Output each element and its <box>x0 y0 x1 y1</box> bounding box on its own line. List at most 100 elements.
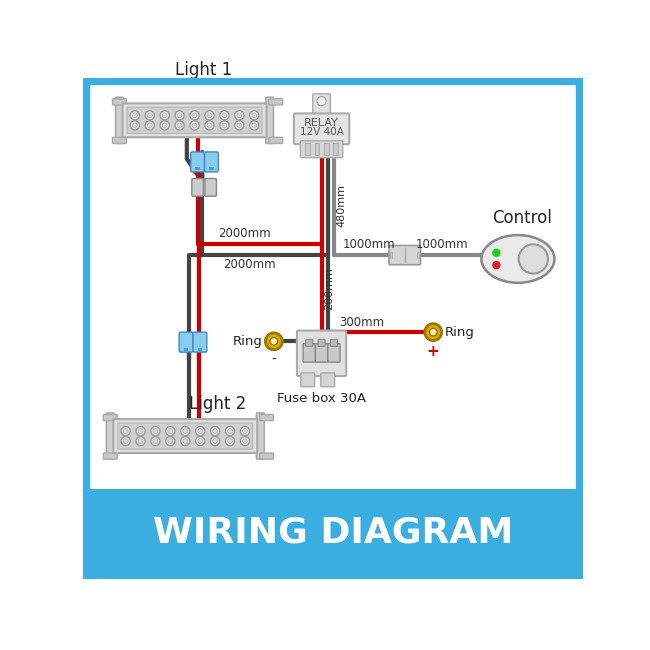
Circle shape <box>222 113 227 118</box>
FancyBboxPatch shape <box>127 107 262 133</box>
Circle shape <box>198 439 203 443</box>
Circle shape <box>213 429 218 434</box>
Circle shape <box>205 121 214 130</box>
Circle shape <box>162 123 167 127</box>
Circle shape <box>237 113 242 118</box>
Bar <box>198 348 202 350</box>
Circle shape <box>222 123 227 127</box>
Circle shape <box>242 429 247 434</box>
FancyBboxPatch shape <box>297 331 346 376</box>
FancyBboxPatch shape <box>313 94 330 118</box>
Circle shape <box>250 121 259 130</box>
Circle shape <box>227 429 232 434</box>
Circle shape <box>226 426 235 436</box>
Text: Light 1: Light 1 <box>176 60 233 79</box>
Circle shape <box>220 111 229 120</box>
Circle shape <box>181 436 190 446</box>
Circle shape <box>211 436 220 446</box>
Circle shape <box>424 324 442 341</box>
Text: 2000mm: 2000mm <box>223 258 276 271</box>
FancyBboxPatch shape <box>112 99 126 105</box>
FancyBboxPatch shape <box>179 332 193 352</box>
Text: -: - <box>272 353 276 367</box>
Circle shape <box>133 113 137 118</box>
FancyBboxPatch shape <box>116 98 124 144</box>
Circle shape <box>136 426 145 436</box>
FancyBboxPatch shape <box>123 103 266 137</box>
Text: Fuse box 30A: Fuse box 30A <box>277 392 366 405</box>
FancyBboxPatch shape <box>192 179 203 196</box>
FancyBboxPatch shape <box>321 373 335 387</box>
Circle shape <box>145 111 155 120</box>
FancyBboxPatch shape <box>315 344 328 362</box>
FancyBboxPatch shape <box>118 423 253 449</box>
FancyBboxPatch shape <box>389 246 421 265</box>
Circle shape <box>190 111 199 120</box>
Circle shape <box>138 429 143 434</box>
Circle shape <box>168 429 173 434</box>
FancyBboxPatch shape <box>294 113 349 144</box>
FancyBboxPatch shape <box>300 141 343 158</box>
Circle shape <box>177 123 182 127</box>
FancyBboxPatch shape <box>257 413 264 459</box>
Circle shape <box>124 429 128 434</box>
FancyBboxPatch shape <box>103 415 117 421</box>
FancyBboxPatch shape <box>103 453 117 459</box>
Text: 12V 40A: 12V 40A <box>300 127 343 137</box>
Circle shape <box>190 121 199 130</box>
FancyBboxPatch shape <box>328 344 340 362</box>
Circle shape <box>250 111 259 120</box>
FancyBboxPatch shape <box>269 99 283 105</box>
Circle shape <box>430 328 437 336</box>
Bar <box>324 144 328 155</box>
Circle shape <box>136 436 145 446</box>
Circle shape <box>192 123 197 127</box>
Bar <box>86 84 580 489</box>
Text: 1000mm: 1000mm <box>343 239 396 252</box>
Circle shape <box>177 113 182 118</box>
Circle shape <box>198 429 203 434</box>
Circle shape <box>183 439 188 443</box>
Circle shape <box>235 111 244 120</box>
Circle shape <box>166 436 175 446</box>
Text: Control: Control <box>492 209 552 227</box>
Circle shape <box>166 426 175 436</box>
Circle shape <box>124 439 128 443</box>
FancyBboxPatch shape <box>113 419 257 453</box>
FancyBboxPatch shape <box>112 137 126 144</box>
Bar <box>315 144 319 155</box>
Circle shape <box>242 439 247 443</box>
Circle shape <box>138 439 143 443</box>
Bar <box>306 144 310 155</box>
Text: +: + <box>427 344 439 359</box>
Circle shape <box>240 426 250 436</box>
FancyBboxPatch shape <box>269 137 283 144</box>
FancyBboxPatch shape <box>190 152 205 172</box>
Circle shape <box>207 113 212 118</box>
Circle shape <box>205 111 214 120</box>
Circle shape <box>151 436 160 446</box>
Text: RELAY: RELAY <box>304 118 339 127</box>
FancyBboxPatch shape <box>259 415 274 421</box>
Text: 2000mm: 2000mm <box>218 227 271 240</box>
Circle shape <box>492 248 500 257</box>
Bar <box>86 489 580 575</box>
Circle shape <box>192 113 197 118</box>
Text: WIRING DIAGRAM: WIRING DIAGRAM <box>153 515 514 549</box>
Circle shape <box>213 439 218 443</box>
Circle shape <box>317 96 326 106</box>
Text: 1000mm: 1000mm <box>416 239 469 252</box>
Circle shape <box>492 261 500 269</box>
Circle shape <box>130 121 140 130</box>
Circle shape <box>211 426 220 436</box>
Bar <box>195 167 200 170</box>
Text: Ring: Ring <box>445 326 474 339</box>
Circle shape <box>252 113 257 118</box>
FancyBboxPatch shape <box>330 339 337 346</box>
FancyBboxPatch shape <box>318 339 325 346</box>
Circle shape <box>237 123 242 127</box>
Bar <box>333 144 338 155</box>
FancyBboxPatch shape <box>259 453 274 459</box>
Circle shape <box>148 113 152 118</box>
FancyBboxPatch shape <box>107 413 114 459</box>
